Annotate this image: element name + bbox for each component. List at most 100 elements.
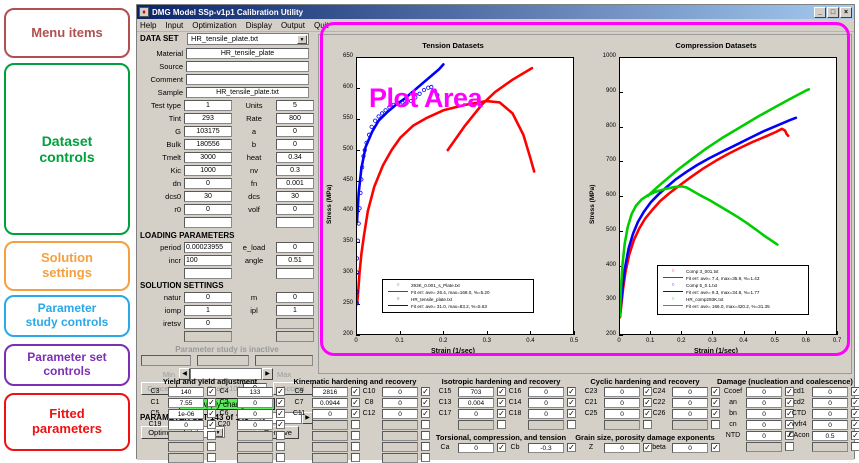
solution-field-blank23[interactable]	[276, 331, 314, 342]
solution-field-blank22[interactable]	[276, 318, 314, 329]
dataset-field-fn[interactable]: 0.001	[276, 178, 314, 189]
fitted-checkbox-g1c1r6[interactable]: ✓	[421, 453, 430, 462]
fitted-field-Ccoef[interactable]: 0	[746, 387, 782, 397]
dataset-field-dcs[interactable]: 30	[276, 191, 314, 202]
fitted-checkbox-C25[interactable]: ✓	[643, 409, 652, 418]
fitted-checkbox-g0c1r5[interactable]: ✓	[276, 442, 285, 451]
fitted-field-C4[interactable]: 133	[237, 387, 273, 397]
slider-track[interactable]	[190, 368, 262, 380]
fitted-field-C2[interactable]: 0	[237, 398, 273, 408]
fitted-checkbox-g1c1r3[interactable]: ✓	[421, 420, 430, 429]
fitted-checkbox-Z[interactable]: ✓	[643, 443, 652, 452]
fitted-field-g3c0r3[interactable]	[604, 420, 640, 430]
fitted-checkbox-C11[interactable]: ✓	[351, 409, 360, 418]
solution-field-natur[interactable]: 0	[184, 292, 232, 303]
fitted-checkbox-C1[interactable]: ✓	[207, 398, 216, 407]
fitted-field-C1[interactable]: 7.55	[168, 398, 204, 408]
menu-item-optimization[interactable]: Optimization	[192, 20, 237, 30]
fitted-field-g4c1r5[interactable]	[812, 442, 848, 452]
parameter-study-field-2[interactable]	[197, 355, 249, 366]
dataset-field-Rate[interactable]: 800	[276, 113, 314, 124]
fitted-field-C19[interactable]: 0	[168, 420, 204, 430]
fitted-checkbox-g0c0r5[interactable]: ✓	[207, 442, 216, 451]
fitted-field-g0c1r6[interactable]	[237, 453, 273, 463]
fitted-checkbox-g3c0r3[interactable]: ✓	[643, 420, 652, 429]
fitted-checkbox-C26[interactable]: ✓	[711, 409, 720, 418]
dataset-field-nv[interactable]: 0.3	[276, 165, 314, 176]
fitted-field-C7[interactable]: 0.0944	[312, 398, 348, 408]
solution-field-iomp[interactable]: 1	[184, 305, 232, 316]
fitted-checkbox-C22[interactable]: ✓	[711, 398, 720, 407]
dataset-field-sample[interactable]: HR_tensile_plate.txt	[186, 87, 309, 98]
dataset-field-Units[interactable]: 5	[276, 100, 314, 111]
fitted-checkbox-C14[interactable]: ✓	[567, 398, 576, 407]
fitted-field-CAcon[interactable]: 0.5	[812, 431, 848, 441]
dataset-field-Tmelt[interactable]: 3000	[184, 152, 232, 163]
dataset-field-Bulk[interactable]: 180556	[184, 139, 232, 150]
fitted-field-g3c1r3[interactable]	[672, 420, 708, 430]
dataset-field-material[interactable]: HR_tensile_plate	[186, 48, 309, 59]
solution-field-m[interactable]: 0	[276, 292, 314, 303]
fitted-checkbox-CTD[interactable]: ✓	[851, 409, 859, 418]
fitted-checkbox-C4[interactable]: ✓	[276, 387, 285, 396]
close-button[interactable]: ×	[840, 6, 852, 18]
fitted-checkbox-C3[interactable]: ✓	[207, 387, 216, 396]
fitted-checkbox-bn[interactable]: ✓	[785, 409, 794, 418]
fitted-checkbox-Cb[interactable]: ✓	[567, 443, 576, 452]
loading-field-incr[interactable]: 100	[184, 255, 232, 266]
fitted-field-C6[interactable]: 0	[237, 409, 273, 419]
loading-field-angle[interactable]: 0.51	[276, 255, 314, 266]
fitted-field-C13[interactable]: 0.004	[458, 398, 494, 408]
fitted-field-C23[interactable]: 0	[604, 387, 640, 397]
minimize-button[interactable]: _	[814, 6, 826, 18]
fitted-field-C14[interactable]: 0	[528, 398, 564, 408]
fitted-field-g1c0r4[interactable]	[312, 431, 348, 441]
dataset-field-blank29[interactable]	[276, 217, 314, 228]
fitted-checkbox-cd1[interactable]: ✓	[851, 387, 859, 396]
slider-left-arrow[interactable]: ◀	[179, 368, 190, 380]
fitted-field-C15[interactable]: 703	[458, 387, 494, 397]
parameter-study-field-3[interactable]	[255, 355, 313, 366]
fitted-checkbox-C2[interactable]: ✓	[276, 398, 285, 407]
fitted-checkbox-C20[interactable]: ✓	[276, 420, 285, 429]
fitted-field-g0c0r5[interactable]	[168, 442, 204, 452]
fitted-field-C24[interactable]: 0	[672, 387, 708, 397]
fitted-field-g2c0r3[interactable]	[458, 420, 494, 430]
loading-field-blank2[interactable]	[184, 268, 232, 279]
fitted-field-g0c1r4[interactable]	[237, 431, 273, 441]
maximize-button[interactable]: □	[827, 6, 839, 18]
fitted-field-g0c0r6[interactable]	[168, 453, 204, 463]
fitted-field-g1c1r6[interactable]	[382, 453, 418, 463]
fitted-field-g2c1r3[interactable]	[528, 420, 564, 430]
fitted-checkbox-g4c1r5[interactable]: ✓	[851, 442, 859, 451]
fitted-field-C5[interactable]: 1e-06	[168, 409, 204, 419]
fitted-checkbox-C13[interactable]: ✓	[497, 398, 506, 407]
fitted-field-cd1[interactable]: 0	[812, 387, 848, 397]
fitted-field-g1c0r6[interactable]	[312, 453, 348, 463]
slider-right-arrow[interactable]: ▶	[262, 368, 273, 380]
fitted-field-cd2[interactable]: 0	[812, 398, 848, 408]
fitted-checkbox-C18[interactable]: ✓	[567, 409, 576, 418]
fitted-field-vvfr4[interactable]: 0	[812, 420, 848, 430]
fitted-checkbox-C5[interactable]: ✓	[207, 409, 216, 418]
solution-field-ipl[interactable]: 1	[276, 305, 314, 316]
fitted-checkbox-NTD[interactable]: ✓	[785, 431, 794, 440]
fitted-field-C21[interactable]: 0	[604, 398, 640, 408]
fitted-field-C8[interactable]: 0	[382, 398, 418, 408]
fitted-checkbox-C12[interactable]: ✓	[421, 409, 430, 418]
fitted-field-NTD[interactable]: 0	[746, 431, 782, 441]
fitted-field-C16[interactable]: 0	[528, 387, 564, 397]
dataset-field-G[interactable]: 103175	[184, 126, 232, 137]
solution-field-blank3[interactable]	[184, 331, 232, 342]
fitted-checkbox-C9[interactable]: ✓	[351, 387, 360, 396]
loading-field-period[interactable]: 0.00023955	[184, 242, 232, 253]
fitted-checkbox-Ccoef[interactable]: ✓	[785, 387, 794, 396]
fitted-field-C26[interactable]: 0	[672, 409, 708, 419]
fitted-checkbox-C15[interactable]: ✓	[497, 387, 506, 396]
fitted-field-g0c0r4[interactable]	[168, 431, 204, 441]
dataset-field-b[interactable]: 0	[276, 139, 314, 150]
dataset-field-r0[interactable]: 0	[184, 204, 232, 215]
dataset-field-heat[interactable]: 0.34	[276, 152, 314, 163]
fitted-checkbox-g1c0r6[interactable]: ✓	[351, 453, 360, 462]
fitted-checkbox-C6[interactable]: ✓	[276, 409, 285, 418]
